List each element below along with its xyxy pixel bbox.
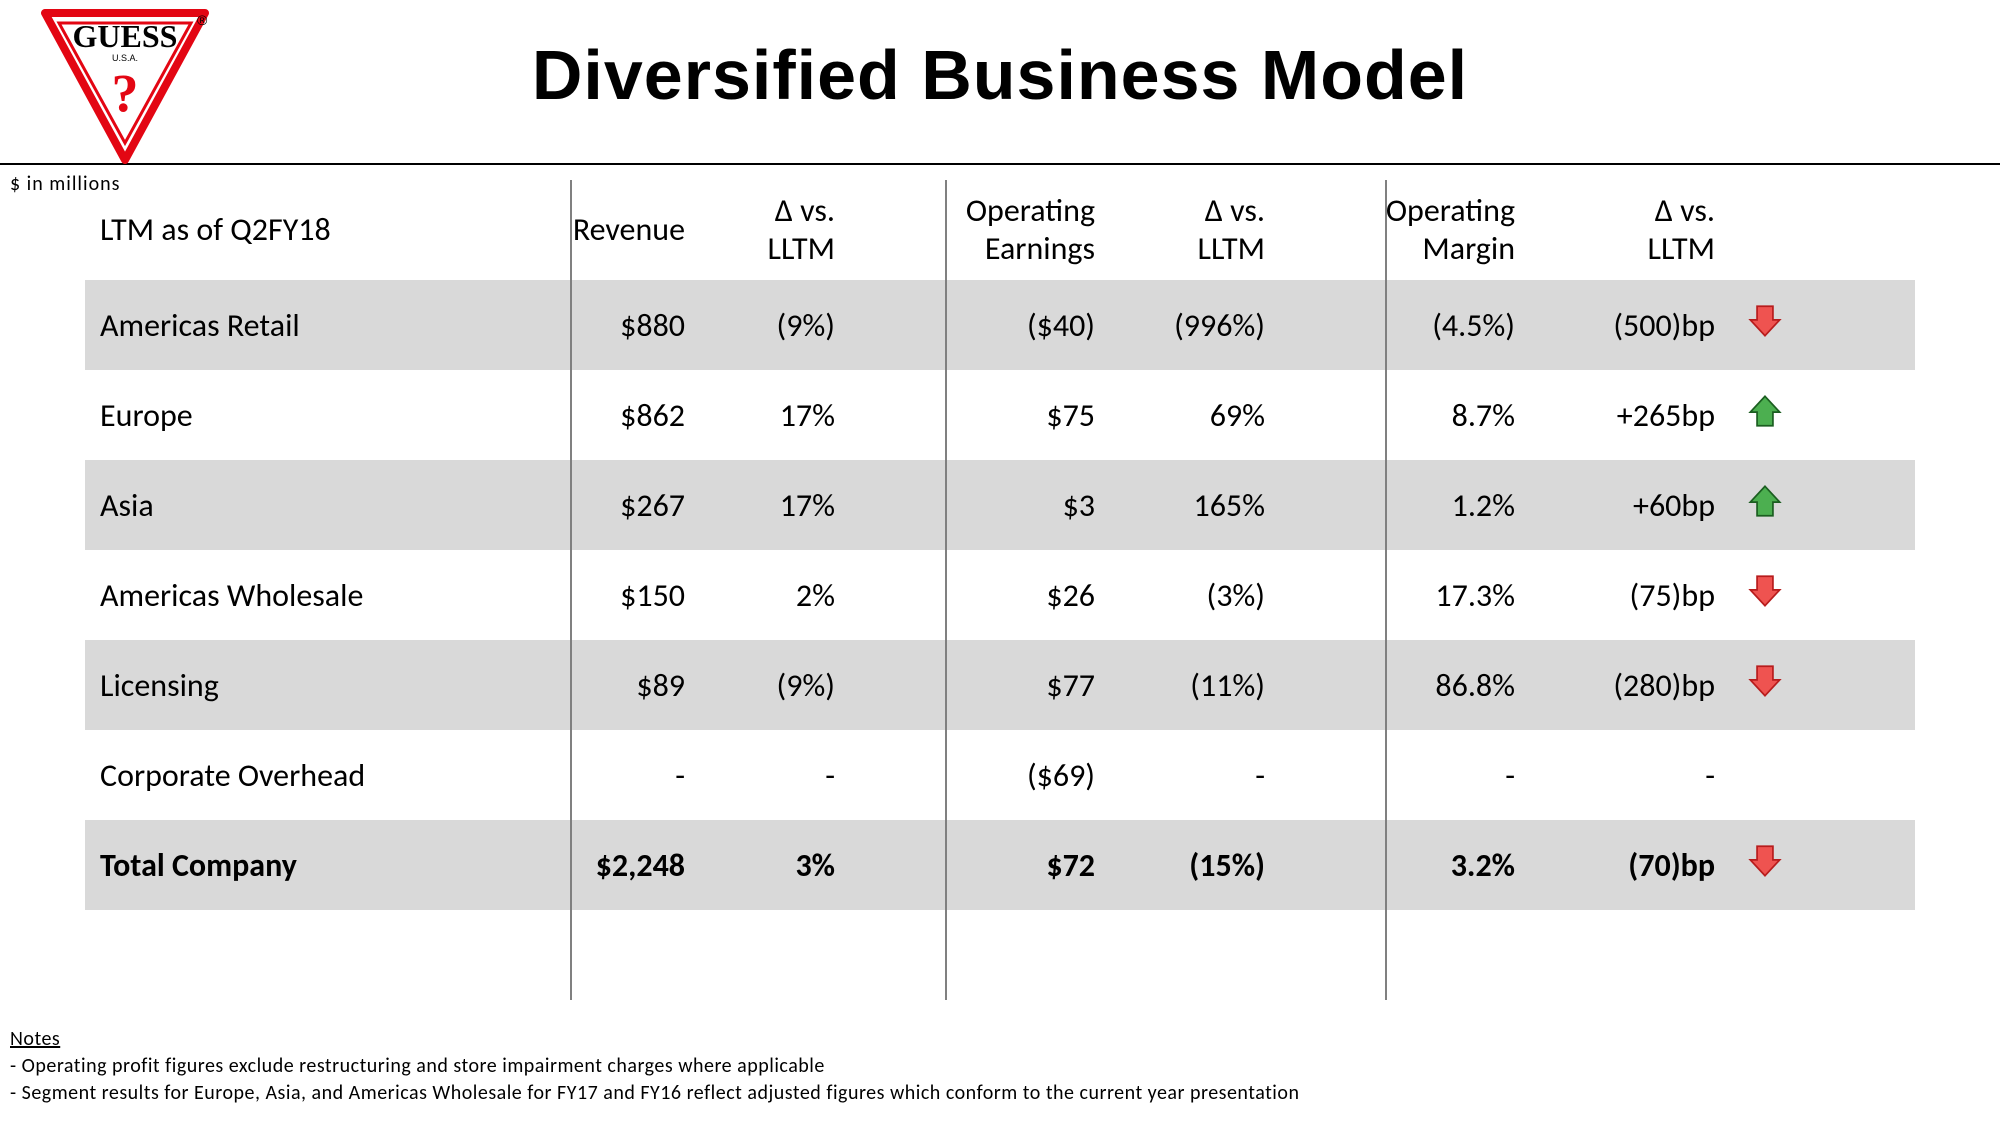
col-revenue-delta: Δ vs. LLTM	[705, 192, 855, 269]
cell-op-earnings-delta: (3%)	[1115, 576, 1285, 615]
cell-op-earnings-delta: 165%	[1115, 486, 1285, 525]
row-label: Total Company	[85, 846, 485, 885]
footnotes-heading: Notes	[10, 1026, 1299, 1053]
logo-r-mark: ®	[197, 12, 208, 28]
cell-op-margin: 86.8%	[1285, 666, 1535, 705]
table-row: Asia$26717%$3165%1.2%+60bp	[85, 460, 1915, 550]
row-label: Americas Wholesale	[85, 576, 485, 615]
row-label: Europe	[85, 396, 485, 435]
table-row: Americas Retail$880(9%)($40)(996%)(4.5%)…	[85, 280, 1915, 370]
cell-op-earnings-delta: (11%)	[1115, 666, 1285, 705]
cell-op-margin: -	[1285, 756, 1535, 795]
cell-revenue-delta: 2%	[705, 576, 855, 615]
cell-revenue-delta: (9%)	[705, 306, 855, 345]
cell-op-margin: 3.2%	[1285, 846, 1535, 885]
col-revenue: Revenue	[485, 211, 705, 249]
cell-revenue: -	[485, 756, 705, 795]
cell-op-earnings: ($40)	[855, 306, 1115, 345]
cell-revenue-delta: 17%	[705, 486, 855, 525]
cell-revenue: $150	[485, 576, 705, 615]
cell-op-margin-delta: (500)bp	[1535, 306, 1725, 345]
col-op-margin: Operating Margin	[1285, 192, 1535, 269]
cell-op-margin-delta: +60bp	[1535, 486, 1725, 525]
cell-op-earnings-delta: (15%)	[1115, 846, 1285, 885]
cell-op-earnings: $3	[855, 486, 1115, 525]
row-label: Asia	[85, 486, 485, 525]
column-separator	[945, 180, 947, 1000]
cell-op-earnings: $72	[855, 846, 1115, 885]
cell-op-margin-delta: -	[1535, 756, 1725, 795]
table-row: Europe$86217%$7569%8.7%+265bp	[85, 370, 1915, 460]
footnote-line: - Segment results for Europe, Asia, and …	[10, 1080, 1299, 1107]
cell-revenue: $89	[485, 666, 705, 705]
cell-op-margin: (4.5%)	[1285, 306, 1535, 345]
cell-op-earnings: $77	[855, 666, 1115, 705]
col-op-earnings-delta: Δ vs. LLTM	[1115, 192, 1285, 269]
cell-op-earnings-delta: 69%	[1115, 396, 1285, 435]
cell-revenue: $880	[485, 306, 705, 345]
cell-revenue-delta: -	[705, 756, 855, 795]
table-row: Americas Wholesale$1502%$26(3%)17.3%(75)…	[85, 550, 1915, 640]
cell-op-earnings: $26	[855, 576, 1115, 615]
footnote-line: - Operating profit figures exclude restr…	[10, 1053, 1299, 1080]
footnotes: Notes - Operating profit figures exclude…	[10, 1026, 1299, 1107]
cell-op-margin-delta: (280)bp	[1535, 666, 1725, 705]
cell-op-margin: 8.7%	[1285, 396, 1535, 435]
col-op-margin-delta: Δ vs. LLTM	[1535, 192, 1725, 269]
trend-up-icon	[1725, 484, 1805, 527]
cell-op-earnings: $75	[855, 396, 1115, 435]
table-header-row: LTM as of Q2FY18 Revenue Δ vs. LLTM Oper…	[85, 180, 1915, 280]
column-separator	[570, 180, 572, 1000]
cell-revenue-delta: (9%)	[705, 666, 855, 705]
cell-revenue-delta: 3%	[705, 846, 855, 885]
cell-revenue-delta: 17%	[705, 396, 855, 435]
cell-op-margin-delta: (70)bp	[1535, 846, 1725, 885]
cell-op-margin: 1.2%	[1285, 486, 1535, 525]
trend-down-icon	[1725, 844, 1805, 887]
row-label: Corporate Overhead	[85, 756, 485, 795]
col-op-earnings: Operating Earnings	[855, 192, 1115, 269]
row-label: Americas Retail	[85, 306, 485, 345]
trend-up-icon	[1725, 394, 1805, 437]
row-label: Licensing	[85, 666, 485, 705]
cell-op-margin-delta: +265bp	[1535, 396, 1725, 435]
col-label: LTM as of Q2FY18	[85, 211, 485, 249]
cell-op-earnings-delta: -	[1115, 756, 1285, 795]
page-title: Diversified Business Model	[0, 35, 2000, 115]
cell-op-margin: 17.3%	[1285, 576, 1535, 615]
trend-down-icon	[1725, 664, 1805, 707]
cell-op-margin-delta: (75)bp	[1535, 576, 1725, 615]
trend-down-icon	[1725, 574, 1805, 617]
financial-table: LTM as of Q2FY18 Revenue Δ vs. LLTM Oper…	[85, 180, 1915, 910]
cell-revenue: $2,248	[485, 846, 705, 885]
table-row: Corporate Overhead--($69)---	[85, 730, 1915, 820]
cell-op-earnings: ($69)	[855, 756, 1115, 795]
cell-revenue: $267	[485, 486, 705, 525]
table-row: Licensing$89(9%)$77(11%)86.8%(280)bp	[85, 640, 1915, 730]
column-separator	[1385, 180, 1387, 1000]
cell-revenue: $862	[485, 396, 705, 435]
trend-down-icon	[1725, 304, 1805, 347]
table-row: Total Company$2,2483%$72(15%)3.2%(70)bp	[85, 820, 1915, 910]
cell-op-earnings-delta: (996%)	[1115, 306, 1285, 345]
